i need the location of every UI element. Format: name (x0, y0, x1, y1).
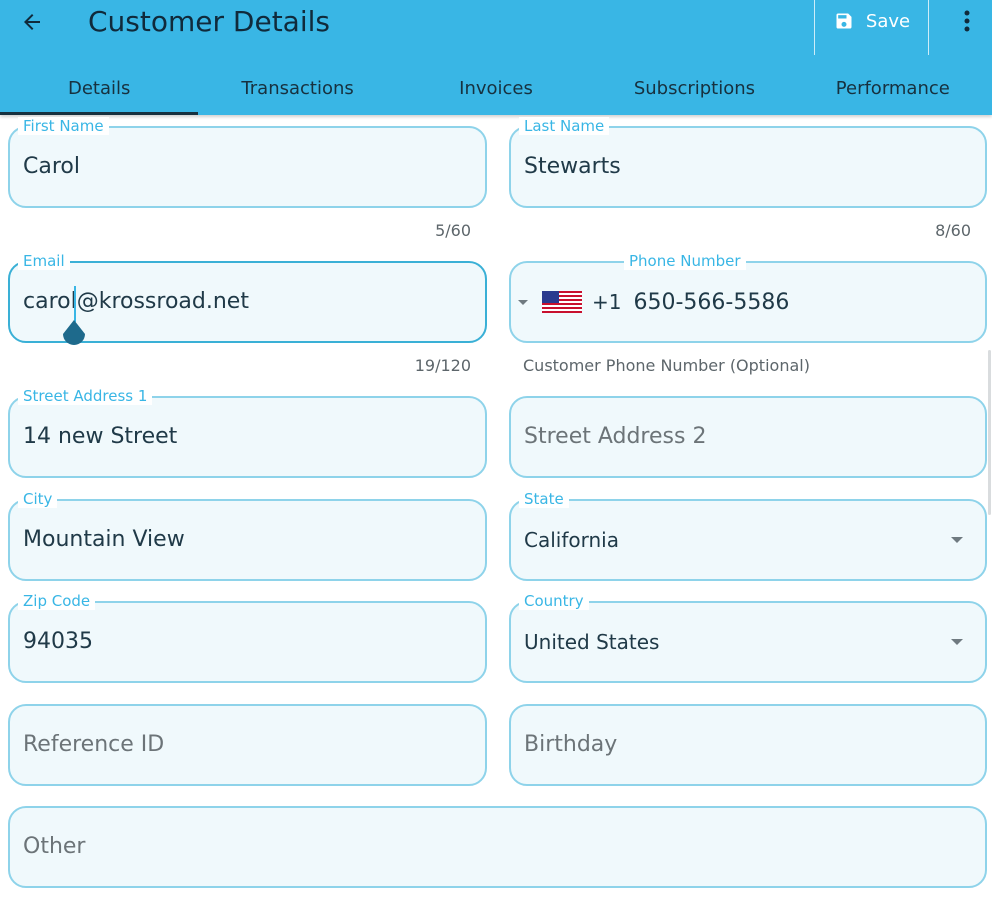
zip-code-label: Zip Code (18, 592, 96, 610)
divider (814, 0, 815, 55)
street-address-1-field[interactable]: Street Address 1 14 new Street (8, 387, 487, 478)
phone-number-field[interactable]: Phone Number +1 650-566-5586 (509, 252, 987, 343)
chevron-down-icon (951, 639, 963, 645)
divider (928, 0, 929, 55)
zip-code-field[interactable]: Zip Code 94035 (8, 592, 487, 683)
tab-bar: Details Transactions Invoices Subscripti… (0, 62, 992, 115)
arrow-left-icon (24, 14, 40, 30)
tab-invoices[interactable]: Invoices (459, 78, 533, 99)
tab-transactions[interactable]: Transactions (241, 78, 354, 99)
birthday-placeholder: Birthday (524, 732, 618, 757)
first-name-value: Carol (23, 154, 80, 179)
more-options-button[interactable] (950, 4, 984, 38)
email-label: Email (18, 252, 70, 270)
country-select[interactable]: Country United States (509, 592, 987, 683)
city-label: City (18, 490, 58, 508)
phone-input-row: +1 650-566-5586 (511, 263, 789, 341)
email-counter: 19/120 (414, 356, 471, 375)
text-cursor (74, 286, 76, 322)
state-label: State (519, 490, 569, 508)
tab-performance[interactable]: Performance (835, 78, 950, 99)
back-button[interactable] (14, 4, 50, 40)
first-name-counter: 5/60 (435, 221, 471, 240)
city-field[interactable]: City Mountain View (8, 490, 487, 581)
country-label: Country (519, 592, 589, 610)
other-placeholder: Other (23, 834, 86, 859)
email-field[interactable]: Email carol@krossroad.net (8, 252, 487, 343)
phone-country-code: +1 (592, 290, 622, 314)
chevron-down-icon (951, 537, 963, 543)
app-bar: Customer Details Save Details Transactio… (0, 0, 992, 115)
first-name-field[interactable]: First Name Carol (8, 117, 487, 208)
street-address-2-placeholder: Street Address 2 (524, 424, 707, 449)
last-name-label: Last Name (519, 117, 610, 135)
state-select[interactable]: State California (509, 490, 987, 581)
save-label: Save (865, 10, 911, 32)
save-button[interactable]: Save (816, 0, 928, 42)
city-value: Mountain View (23, 527, 185, 552)
scrollbar[interactable] (988, 350, 991, 515)
first-name-label: First Name (18, 117, 109, 135)
last-name-field[interactable]: Last Name Stewarts (509, 117, 987, 208)
email-value: carol@krossroad.net (23, 289, 249, 314)
reference-id-field[interactable]: Reference ID (8, 704, 487, 786)
cursor-handle-icon[interactable] (61, 320, 87, 348)
us-flag-icon[interactable] (542, 291, 582, 313)
phone-number-label: Phone Number (624, 252, 746, 270)
street-address-1-value: 14 new Street (23, 424, 178, 449)
tab-subscriptions[interactable]: Subscriptions (633, 78, 756, 99)
street-address-2-field[interactable]: Street Address 2 (509, 396, 987, 478)
state-value: California (524, 528, 619, 552)
page-title: Customer Details (88, 5, 330, 38)
last-name-value: Stewarts (524, 154, 621, 179)
floppy-disk-icon (836, 13, 852, 29)
phone-number-value: 650-566-5586 (633, 289, 790, 315)
last-name-counter: 8/60 (935, 221, 971, 240)
reference-id-placeholder: Reference ID (23, 732, 165, 757)
more-vertical-icon (964, 10, 970, 32)
zip-code-value: 94035 (23, 629, 93, 654)
phone-helper-text: Customer Phone Number (Optional) (523, 356, 810, 375)
birthday-field[interactable]: Birthday (509, 704, 987, 786)
country-picker-caret-icon[interactable] (518, 299, 528, 305)
tab-details[interactable]: Details (0, 62, 199, 115)
other-field[interactable]: Other (8, 806, 987, 888)
street-address-1-label: Street Address 1 (18, 387, 153, 405)
country-value: United States (524, 630, 660, 654)
